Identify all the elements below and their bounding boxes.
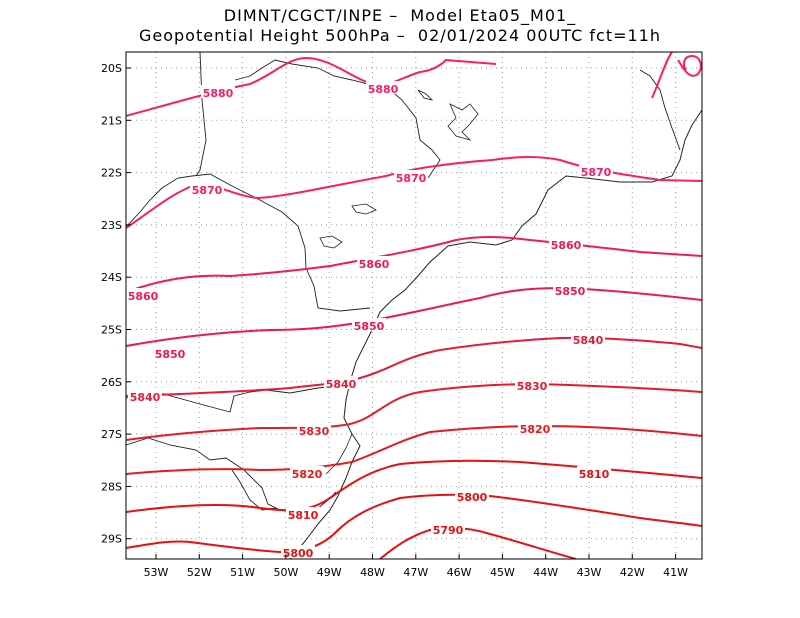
contour-label-bg (549, 237, 583, 250)
contour-label-bg (281, 545, 315, 558)
lat-tick-label: 20S (101, 62, 122, 75)
lon-tick-label: 51W (230, 566, 255, 579)
state-border-pr-sc (126, 384, 346, 413)
lon-tick-label: 44W (533, 566, 558, 579)
lon-tick-label: 50W (273, 566, 298, 579)
river-reservoir-2 (351, 203, 377, 215)
contour-5830 (126, 382, 702, 441)
contour-label-bg (366, 81, 400, 94)
lat-tick-label: 22S (101, 167, 122, 180)
atlantic-coastline (289, 109, 702, 559)
lat-tick-label: 28S (101, 480, 122, 493)
contour-label-5810: 5810 (288, 509, 319, 522)
contour-lines (126, 52, 702, 559)
contour-labels: 5880 5880 5870 5870 5870 5860 5860 5860 5850 5850… (126, 81, 613, 560)
contour-label-5860: 5860 (128, 290, 159, 303)
chart-title-line2: Geopotential Height 500hPa – 02/01/2024 … (138, 26, 661, 45)
contour-label-bg (297, 423, 331, 436)
contour-label-5870: 5870 (192, 184, 223, 197)
lon-tick-label: 47W (403, 566, 428, 579)
lon-tick-label: 41W (663, 566, 688, 579)
contour-label-bg (577, 466, 611, 479)
contour-label-5860: 5860 (551, 239, 582, 252)
lon-tick-label: 52W (187, 566, 212, 579)
contour-label-bg (126, 288, 160, 301)
contour-label-bg (518, 421, 552, 434)
state-border-mg (195, 52, 207, 177)
contour-label-5800: 5800 (457, 491, 488, 504)
lat-tick-label: 26S (101, 376, 122, 389)
contour-label-5800: 5800 (283, 547, 314, 560)
contour-label-5860: 5860 (359, 258, 390, 271)
chart-title-line1: DIMNT/CGCT/INPE – Model Eta05_M01_ (223, 6, 577, 25)
contour-label-bg (394, 170, 428, 183)
lat-tick-label: 25S (101, 324, 122, 337)
lon-tick-label: 46W (447, 566, 472, 579)
contour-5820 (126, 424, 702, 475)
state-border-mg-sp (234, 59, 441, 179)
contour-label-bg (357, 256, 391, 269)
contour-label-bg (153, 346, 187, 359)
lon-tick-label: 42W (620, 566, 645, 579)
lon-tick-label: 45W (490, 566, 515, 579)
contour-5790 (379, 526, 577, 559)
contour-5850 (126, 286, 702, 347)
contour-label-bg (553, 283, 587, 296)
contour-5860 (126, 236, 702, 293)
state-border-sp-pr (126, 173, 371, 312)
contour-label-5820: 5820 (292, 468, 323, 481)
lon-tick-label: 48W (360, 566, 385, 579)
plot-frame (125, 51, 703, 560)
lon-tick-label: 43W (577, 566, 602, 579)
lat-tick-label: 24S (101, 271, 122, 284)
lat-tick-label: 27S (101, 428, 122, 441)
contour-label-5850: 5850 (555, 285, 586, 298)
contour-label-bg (352, 318, 386, 331)
contour-label-5840: 5840 (130, 391, 161, 404)
contour-5880-east (651, 52, 702, 99)
river-reservoir-4 (417, 89, 434, 101)
contour-label-bg (201, 85, 235, 98)
country-border-west (231, 469, 277, 511)
contour-label-bg (290, 466, 324, 479)
lat-tick-label: 21S (101, 114, 122, 127)
east-border-es (639, 69, 681, 151)
lat-tick-label: 29S (101, 533, 122, 546)
contour-5810 (126, 459, 702, 513)
contour-label-bg (190, 182, 224, 195)
contour-label-5830: 5830 (517, 380, 548, 393)
contour-5800 (126, 493, 702, 554)
river-reservoir-1 (447, 103, 479, 141)
contour-label-5850: 5850 (155, 348, 186, 361)
contour-label-bg (128, 389, 162, 402)
river-reservoir-3 (319, 235, 343, 249)
contour-label-5870: 5870 (581, 166, 612, 179)
lat-lon-grid (126, 52, 702, 559)
contour-label-bg (579, 164, 613, 177)
coastline-and-borders (126, 52, 702, 559)
contour-label-bg (431, 522, 465, 535)
contour-label-5830: 5830 (299, 425, 330, 438)
contour-label-5810: 5810 (579, 468, 610, 481)
lon-tick-label: 49W (317, 566, 342, 579)
contour-label-5820: 5820 (520, 423, 551, 436)
contour-label-5850: 5850 (354, 320, 385, 333)
contour-label-bg (455, 489, 489, 502)
contour-label-5840: 5840 (326, 378, 357, 391)
contour-label-bg (571, 332, 605, 345)
contour-label-5840: 5840 (573, 334, 604, 347)
lon-tick-label: 53W (144, 566, 169, 579)
contour-label-bg (515, 378, 549, 391)
contour-label-bg (286, 507, 320, 520)
lagoon-patos (325, 433, 353, 475)
lat-tick-label: 23S (101, 219, 122, 232)
contour-label-5790: 5790 (433, 524, 464, 537)
axis-ticks: 20S 21S 22S 23S 24S 25S 26S 27S 28S 29S 53W 52W 51W 5… (101, 62, 688, 579)
contour-label-5880: 5880 (203, 87, 234, 100)
contour-label-5870: 5870 (396, 172, 427, 185)
contour-label-5880: 5880 (368, 83, 399, 96)
contour-label-bg (324, 376, 358, 389)
